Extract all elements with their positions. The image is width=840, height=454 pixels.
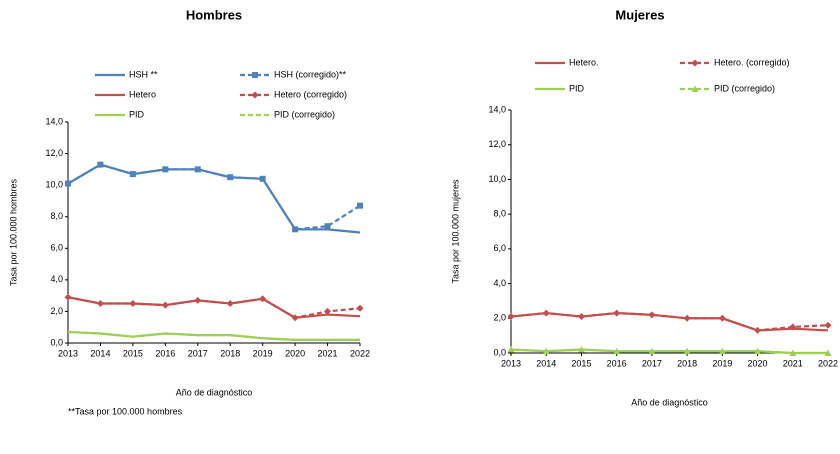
marker — [691, 59, 699, 67]
x-tick-label: 2017 — [642, 358, 662, 368]
y-tick-label: 14,0 — [488, 104, 506, 114]
x-tick-label: 2019 — [712, 358, 732, 368]
y-tick-label: 8,0 — [493, 209, 506, 219]
x-tick-label: 2016 — [607, 358, 627, 368]
series-line — [510, 348, 828, 355]
legend-label: Hetero. — [569, 57, 599, 67]
marker — [691, 85, 699, 92]
series-line — [67, 163, 361, 234]
y-axis-label: Tasa por 100.000 mujeres — [450, 179, 460, 284]
legend-label: Hetero. (corregido) — [714, 57, 790, 67]
marker — [324, 307, 332, 315]
series-line — [510, 311, 829, 332]
y-tick-label: 0,0 — [50, 337, 63, 347]
y-tick-label: 6,0 — [50, 243, 63, 253]
y-tick-label: 8,0 — [50, 211, 63, 221]
marker — [507, 346, 515, 353]
y-axis-label: Tasa por 100.000 hombres — [8, 178, 18, 286]
y-tick-label: 12,0 — [45, 148, 63, 158]
x-tick-label: 2013 — [58, 348, 78, 358]
x-tick-label: 2020 — [748, 358, 768, 368]
y-tick-label: 14,0 — [45, 116, 63, 126]
x-tick-label: 2017 — [188, 348, 208, 358]
x-tick-label: 2022 — [350, 348, 370, 358]
legend-label: HSH (corregido)** — [274, 69, 347, 79]
y-tick-label: 12,0 — [488, 139, 506, 149]
y-tick-label: 2,0 — [50, 306, 63, 316]
series-line — [67, 296, 361, 319]
x-tick-label: 2014 — [90, 348, 110, 358]
x-tick-label: 2015 — [571, 358, 591, 368]
legend-label: PID (corregido) — [714, 83, 775, 93]
x-tick-label: 2018 — [677, 358, 697, 368]
x-tick-label: 2013 — [501, 358, 521, 368]
chart-title: Hombres — [186, 7, 242, 22]
series-line — [67, 330, 360, 341]
chart-title: Mujeres — [615, 7, 664, 22]
x-tick-label: 2019 — [253, 348, 273, 358]
y-tick-label: 10,0 — [488, 174, 506, 184]
x-tick-label: 2015 — [123, 348, 143, 358]
y-tick-label: 6,0 — [493, 243, 506, 253]
legend-label: PID — [129, 109, 145, 119]
x-tick-label: 2021 — [783, 358, 803, 368]
legend-label: Hetero — [129, 89, 156, 99]
legend-label: Hetero (corregido) — [274, 89, 347, 99]
marker — [324, 223, 331, 230]
x-tick-label: 2014 — [536, 358, 556, 368]
y-tick-label: 4,0 — [493, 278, 506, 288]
legend-label: PID (corregido) — [274, 109, 335, 119]
marker — [251, 91, 259, 99]
x-tick-label: 2021 — [318, 348, 338, 358]
legend-label: PID — [569, 83, 585, 93]
x-tick-label: 2022 — [818, 358, 838, 368]
x-tick-label: 2018 — [220, 348, 240, 358]
marker — [357, 202, 363, 209]
x-tick-label: 2020 — [285, 348, 305, 358]
y-tick-label: 2,0 — [493, 313, 506, 323]
x-tick-label: 2016 — [155, 348, 175, 358]
footnote: **Tasa por 100.000 hombres — [68, 406, 183, 416]
y-tick-label: 10,0 — [45, 180, 63, 190]
marker — [252, 72, 258, 78]
x-axis-label: Año de diagnóstico — [631, 397, 708, 407]
legend-label: HSH ** — [129, 69, 158, 79]
marker — [356, 304, 364, 312]
x-axis-label: Año de diagnóstico — [176, 387, 253, 397]
marker — [824, 321, 832, 329]
y-tick-label: 0,0 — [493, 347, 506, 357]
y-tick-label: 4,0 — [50, 274, 63, 284]
